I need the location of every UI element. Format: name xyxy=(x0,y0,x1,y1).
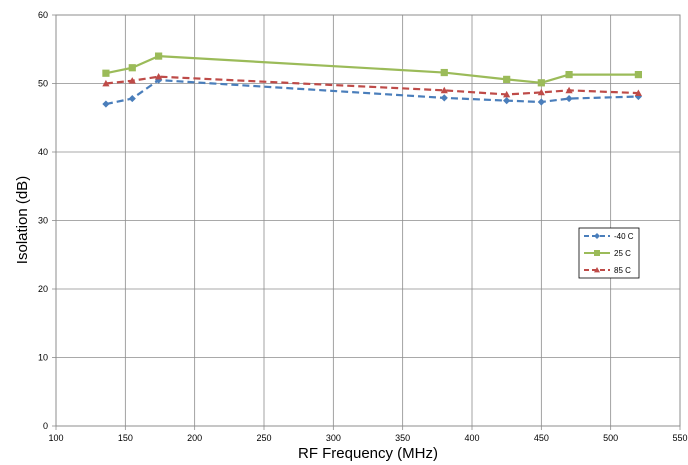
y-tick-label: 60 xyxy=(38,10,48,20)
data-point-25-c xyxy=(565,70,573,79)
data-point-25-c xyxy=(503,75,511,83)
data-point-85-c xyxy=(537,88,545,96)
x-tick-label: 350 xyxy=(395,433,410,443)
y-axis-ticks: 0 10 20 30 40 50 60 xyxy=(38,10,56,431)
x-tick-label: 450 xyxy=(534,433,549,443)
data-point-40-c xyxy=(102,100,110,108)
x-tick-label: 550 xyxy=(672,433,687,443)
y-tick-label: 40 xyxy=(38,147,48,157)
data-point-40-c xyxy=(565,94,573,103)
data-point-85-c xyxy=(102,79,110,87)
data-point-40-c xyxy=(440,94,448,102)
x-tick-label: 400 xyxy=(464,433,479,443)
data-point-85-c xyxy=(128,77,136,84)
data-point-85-c xyxy=(503,90,511,98)
y-axis-title: Isolation (dB) xyxy=(14,176,31,264)
data-point-40-c xyxy=(537,98,545,106)
gridlines xyxy=(56,15,680,426)
data-point-85-c xyxy=(565,86,573,94)
y-tick-label: 20 xyxy=(38,284,48,294)
x-tick-label: 200 xyxy=(187,433,202,443)
legend-marker-85-c xyxy=(594,267,600,273)
legend-marker-40-c xyxy=(594,233,600,239)
y-tick-label: 30 xyxy=(38,216,48,226)
legend-marker-25-c xyxy=(594,250,600,256)
data-point-40-c xyxy=(634,92,642,101)
data-point-40-c xyxy=(128,94,136,103)
data-point-85-c xyxy=(440,86,448,94)
series-40-c xyxy=(102,76,642,108)
data-point-85-c xyxy=(155,73,163,80)
y-tick-label: 50 xyxy=(38,79,48,89)
x-tick-label: 100 xyxy=(48,433,63,443)
data-point-25-c xyxy=(155,52,163,60)
legend-label-40-c: -40 C xyxy=(614,232,634,241)
data-point-25-c xyxy=(634,70,642,79)
series-line-40-c xyxy=(105,78,639,106)
legend-label-85-c: 85 C xyxy=(614,266,631,275)
data-point-85-c xyxy=(634,89,642,96)
x-axis-title: RF Frequency (MHz) xyxy=(298,445,438,462)
x-tick-label: 150 xyxy=(118,433,133,443)
series-25-c xyxy=(102,52,642,87)
x-axis-ticks: 100 150 200 250 300 350 400 450 500 550 xyxy=(48,426,688,443)
y-tick-label: 10 xyxy=(38,353,48,363)
data-point-25-c xyxy=(128,64,136,72)
x-tick-label: 500 xyxy=(603,433,618,443)
y-tick-label: 0 xyxy=(43,421,48,431)
data-point-40-c xyxy=(503,97,511,105)
data-point-25-c xyxy=(440,68,448,77)
x-tick-label: 300 xyxy=(326,433,341,443)
series-layer xyxy=(102,52,642,108)
x-tick-label: 250 xyxy=(256,433,271,443)
legend-label-25-c: 25 C xyxy=(614,249,631,258)
series-line-25-c xyxy=(105,54,639,84)
data-point-25-c xyxy=(102,69,110,77)
legend: -40 C 25 C 85 C xyxy=(578,227,640,279)
series-85-c xyxy=(102,73,642,98)
data-point-25-c xyxy=(537,79,545,87)
